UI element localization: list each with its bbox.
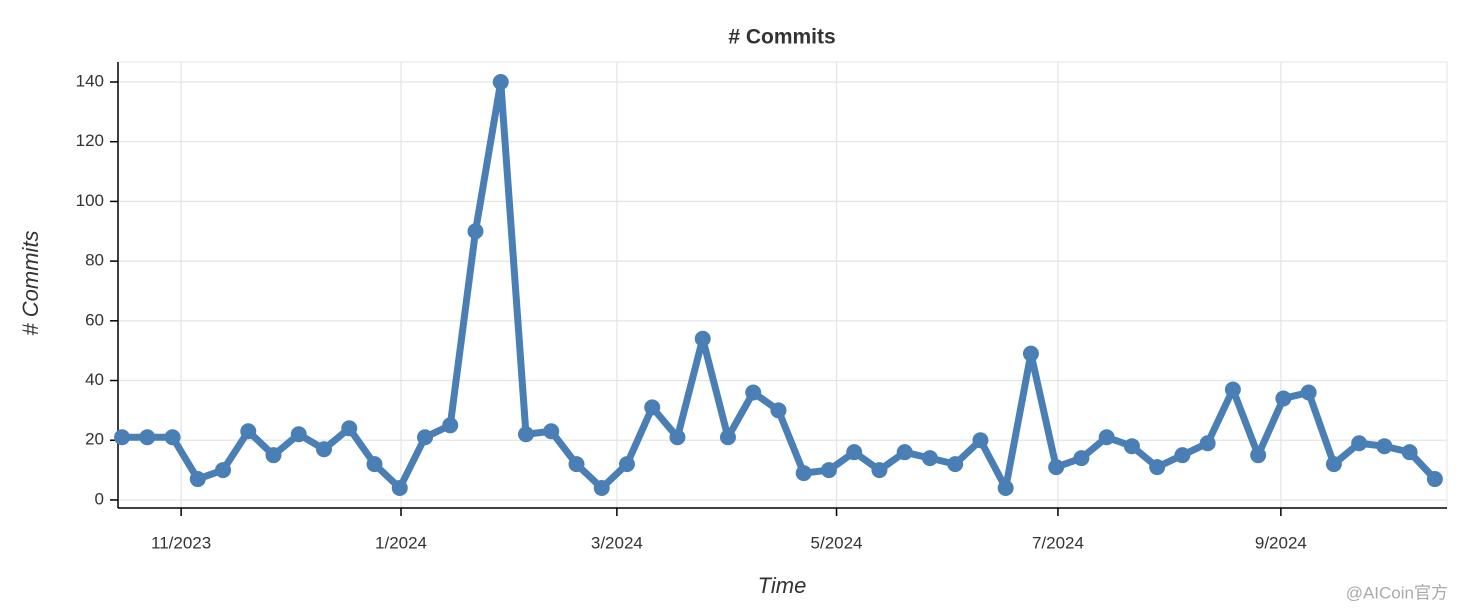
point [164, 429, 181, 446]
point [543, 423, 560, 440]
x-tick-label: 1/2024 [375, 533, 427, 552]
point [568, 456, 585, 473]
point [1224, 381, 1241, 398]
x-tick-label: 9/2024 [1255, 533, 1307, 552]
point [492, 74, 509, 91]
y-tick-label: 40 [85, 370, 104, 389]
point [114, 429, 131, 446]
point [1149, 459, 1166, 476]
point [442, 417, 459, 434]
point [1351, 435, 1368, 452]
point [1048, 459, 1065, 476]
watermark: @AICoin官方 [1346, 583, 1448, 602]
point [846, 444, 863, 461]
chart-title: # Commits [728, 26, 835, 49]
point [1199, 435, 1216, 452]
point [189, 471, 206, 488]
point [240, 423, 257, 440]
plot-area [117, 61, 1448, 509]
point [1426, 471, 1443, 488]
y-tick-label: 80 [85, 251, 104, 270]
point [947, 456, 964, 473]
point [644, 399, 661, 416]
point [139, 429, 156, 446]
point [391, 479, 408, 496]
point [896, 444, 913, 461]
point [1073, 450, 1090, 467]
point [1022, 345, 1039, 362]
x-tick-label: 7/2024 [1032, 533, 1084, 552]
point [770, 402, 787, 419]
point [871, 462, 888, 479]
y-axis-label: # Commits [18, 230, 43, 335]
x-tick-label: 3/2024 [591, 533, 643, 552]
point [669, 429, 686, 446]
point [1098, 429, 1115, 446]
y-tick-label: 100 [76, 191, 104, 210]
point [517, 426, 534, 443]
y-tick-label: 0 [95, 489, 104, 508]
point [290, 426, 307, 443]
line [122, 78, 1438, 492]
point [215, 462, 232, 479]
point [921, 450, 938, 467]
point [316, 441, 333, 458]
point [694, 330, 711, 347]
point [972, 432, 989, 449]
point [1376, 438, 1393, 455]
point [997, 479, 1014, 496]
point [341, 420, 358, 437]
point [1123, 438, 1140, 455]
y-tick-label: 60 [85, 310, 104, 329]
point [1174, 447, 1191, 464]
y-tick-label: 20 [85, 430, 104, 449]
x-tick-label: 11/2023 [151, 533, 211, 552]
point [820, 462, 837, 479]
point [745, 384, 762, 401]
point [1325, 456, 1342, 473]
point [417, 429, 434, 446]
point [1401, 444, 1418, 461]
x-axis-label: Time [758, 573, 807, 598]
y-tick-label: 140 [76, 71, 104, 90]
point [795, 465, 812, 482]
point [467, 223, 484, 240]
point [1250, 447, 1267, 464]
point [1300, 384, 1317, 401]
point [265, 447, 282, 464]
point [719, 429, 736, 446]
point [618, 456, 635, 473]
y-tick-label: 120 [76, 131, 104, 150]
x-tick-label: 5/2024 [811, 533, 863, 552]
point [593, 479, 610, 496]
point [1275, 390, 1292, 407]
point [366, 456, 383, 473]
